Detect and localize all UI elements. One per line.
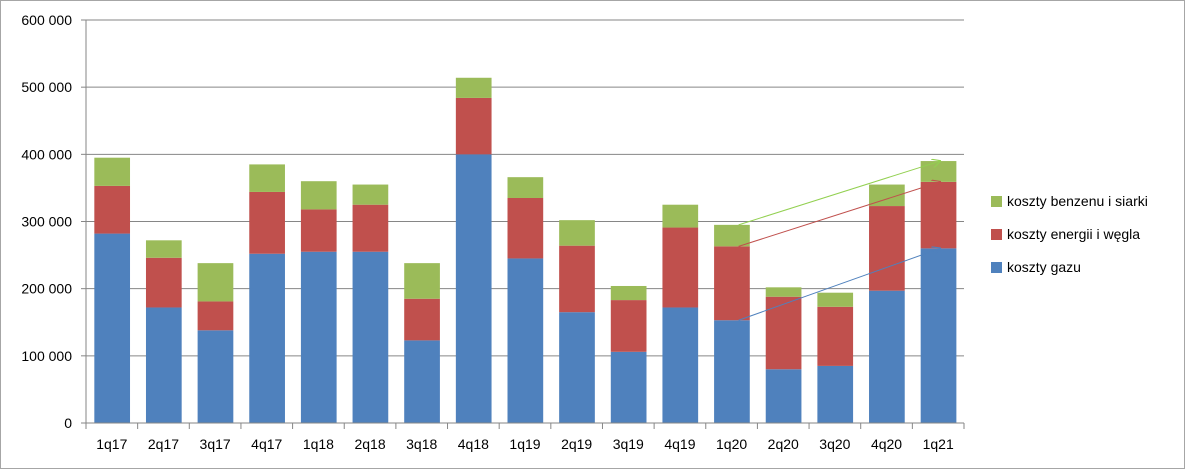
bar-segment-koszty-gazu [404, 340, 440, 423]
bar-segment-koszty-energii-i-węgla [455, 97, 492, 155]
bar-segment-koszty-gazu [714, 320, 750, 423]
bar-segment-koszty-energii-i-węgla [610, 300, 647, 352]
bar-segment-koszty-energii-i-węgla [662, 227, 699, 308]
legend-swatch [991, 196, 1002, 207]
bar-segment-koszty-benzenu-i-siarki [197, 263, 234, 302]
x-tick-label: 4q18 [458, 436, 489, 452]
bar-segment-koszty-benzenu-i-siarki [352, 184, 389, 205]
x-tick-label: 2q18 [354, 436, 385, 452]
y-tick-label: 500 000 [21, 79, 72, 95]
x-tick-label: 1q21 [923, 436, 954, 452]
bar-segment-koszty-gazu [817, 365, 854, 423]
bar-segment-koszty-gazu [869, 290, 905, 423]
bar-segment-koszty-energii-i-węgla [714, 246, 750, 321]
bar-segment-koszty-benzenu-i-siarki [714, 224, 750, 247]
bar-segment-koszty-gazu [300, 251, 337, 423]
y-tick-label: 400 000 [21, 146, 72, 162]
legend-swatch [991, 229, 1002, 240]
bar-segment-koszty-benzenu-i-siarki [920, 161, 957, 182]
bar-segment-koszty-energii-i-węgla [507, 197, 544, 259]
trend-arrow [738, 182, 941, 247]
x-tick-label: 1q20 [716, 436, 747, 452]
bar-segment-koszty-gazu [559, 312, 595, 423]
bar-segment-koszty-energii-i-węgla [765, 296, 802, 370]
trend-arrow [738, 248, 941, 321]
bar-segment-koszty-benzenu-i-siarki [817, 292, 854, 307]
bar-segment-koszty-benzenu-i-siarki [507, 177, 544, 198]
y-tick-label: 100 000 [21, 348, 72, 364]
bar-segment-koszty-energii-i-węgla [404, 298, 440, 341]
bar-segment-koszty-benzenu-i-siarki [662, 204, 699, 228]
bar-segment-koszty-energii-i-węgla [300, 209, 337, 252]
x-tick-label: 1q17 [96, 436, 127, 452]
bar-segment-koszty-gazu [610, 351, 647, 423]
x-tick-label: 4q20 [871, 436, 902, 452]
bar-segment-koszty-benzenu-i-siarki [300, 181, 337, 210]
bars [94, 77, 957, 424]
x-tick-label: 3q19 [613, 436, 644, 452]
bar-segment-koszty-gazu [765, 369, 802, 423]
bar-segment-koszty-gazu [249, 253, 285, 423]
bar-segment-koszty-energii-i-węgla [817, 306, 854, 366]
y-tick-label: 200 000 [21, 281, 72, 297]
bar-segment-koszty-energii-i-węgla [145, 257, 182, 308]
axes: 0 100 000 200 000 300 000 400 000 500 000 600 … [21, 12, 965, 452]
bar-segment-koszty-benzenu-i-siarki [404, 263, 440, 299]
bar-segment-koszty-gazu [94, 233, 131, 423]
bar-segment-koszty-energii-i-węgla [94, 185, 131, 234]
legend: koszty benzenu i siarki koszty energii i … [991, 193, 1148, 275]
bar-segment-koszty-energii-i-węgla [352, 204, 389, 252]
bar-segment-koszty-benzenu-i-siarki [765, 287, 802, 297]
bar-segment-koszty-benzenu-i-siarki [610, 285, 647, 301]
trend-arrow [738, 161, 941, 226]
y-tick-label: 300 000 [21, 214, 72, 230]
bar-segment-koszty-energii-i-węgla [920, 181, 957, 249]
bar-segment-koszty-benzenu-i-siarki [455, 77, 492, 98]
x-tick-label: 3q18 [406, 436, 437, 452]
bar-segment-koszty-energii-i-węgla [197, 301, 234, 331]
bar-segment-koszty-benzenu-i-siarki [249, 164, 285, 192]
bar-segment-koszty-energii-i-węgla [559, 245, 595, 313]
x-tick-label: 1q18 [303, 436, 334, 452]
y-tick-label: 0 [64, 415, 72, 431]
x-tick-label: 3q17 [200, 436, 231, 452]
bar-segment-koszty-gazu [145, 307, 182, 423]
x-tick-label: 2q17 [148, 436, 179, 452]
bar-segment-koszty-gazu [507, 258, 544, 423]
bar-segment-koszty-gazu [197, 330, 234, 423]
x-tick-label: 4q19 [664, 436, 695, 452]
trend-arrows [738, 161, 941, 321]
bar-segment-koszty-gazu [352, 251, 389, 423]
bar-segment-koszty-benzenu-i-siarki [559, 220, 595, 246]
legend-label: koszty gazu [1007, 259, 1081, 275]
bar-segment-koszty-gazu [662, 307, 699, 423]
x-tick-label: 2q19 [561, 436, 592, 452]
bar-segment-koszty-gazu [920, 248, 957, 423]
x-tick-label: 2q20 [768, 436, 799, 452]
bar-segment-koszty-benzenu-i-siarki [145, 240, 182, 258]
legend-swatch [991, 262, 1002, 273]
x-tick-label: 4q17 [251, 436, 282, 452]
x-tick-label: 1q19 [509, 436, 540, 452]
y-tick-label: 600 000 [21, 12, 72, 28]
bar-segment-koszty-benzenu-i-siarki [869, 184, 905, 207]
legend-label: koszty benzenu i siarki [1007, 193, 1148, 209]
legend-label: koszty energii i węgla [1007, 226, 1140, 242]
x-tick-label: 3q20 [819, 436, 850, 452]
bar-segment-koszty-energii-i-węgla [249, 191, 285, 254]
bar-segment-koszty-benzenu-i-siarki [94, 157, 131, 186]
bar-segment-koszty-energii-i-węgla [869, 206, 905, 291]
bar-segment-koszty-gazu [455, 154, 492, 424]
